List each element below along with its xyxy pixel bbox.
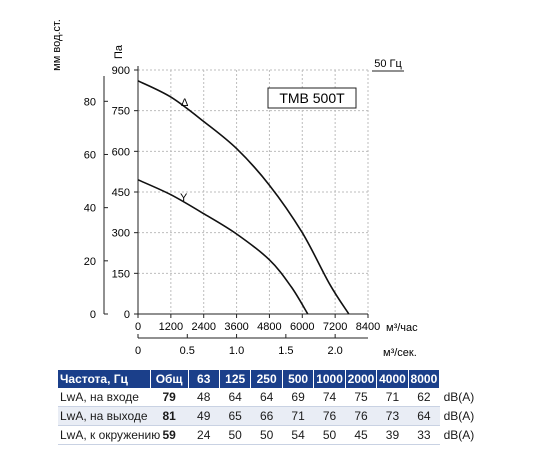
y2-tick-label: 20 [84, 256, 96, 268]
cell: 24 [188, 425, 220, 445]
y-tick-label: 150 [112, 268, 130, 280]
cell: 66 [250, 406, 283, 426]
cell: 33 [408, 425, 440, 445]
chart-axes [103, 66, 404, 339]
y-axis-pa-ticks: 0 150 300 450 600 750 900 [112, 65, 138, 321]
x-axis-m3s-label: м³/сек. [383, 347, 417, 359]
cell: 76 [313, 406, 346, 426]
y2-tick-label: 0 [90, 309, 96, 321]
y-tick-label: 600 [112, 146, 130, 158]
header-1000: 1000 [313, 370, 346, 388]
x-axis-m3s-ticks: 0 0.5 1.0 1.5 2.0 [135, 334, 343, 357]
model-label-box [267, 87, 357, 109]
header-total: Общ [150, 370, 189, 388]
cell-total: 79 [150, 388, 188, 407]
cell: 65 [219, 406, 251, 426]
cell-total: 59 [150, 425, 188, 445]
y-axis-mm-ticks: 0 20 40 60 80 [84, 96, 108, 321]
x-tick-label: 1200 [159, 321, 183, 333]
y-tick-label: 450 [112, 187, 130, 199]
cell: 50 [219, 425, 251, 445]
model-label: TMB 500T [279, 90, 345, 106]
cell: 39 [376, 425, 409, 445]
x-axis-m3h-ticks: 0 1200 2400 3600 4800 6000 7200 8400 [135, 314, 380, 333]
x-tick-label: 8400 [356, 321, 380, 333]
x-tick-label: 4800 [257, 321, 281, 333]
cell: 76 [345, 406, 377, 426]
chart-grid [138, 69, 369, 314]
header-frequency: Частота, Гц [58, 370, 151, 388]
sound-power-table: Частота, Гц Общ 63 125 250 500 1000 2000… [58, 370, 490, 445]
header-4000: 4000 [376, 370, 409, 388]
y-tick-label: 0 [124, 309, 130, 321]
performance-curve-delta [137, 80, 350, 315]
fan-performance-chart: 0 150 300 450 600 750 900 0 20 40 60 80 0 1200 2400 3… [51, 19, 418, 359]
cell: 50 [313, 425, 346, 445]
table-header-row: Частота, Гц Общ 63 125 250 500 1000 2000… [58, 370, 490, 388]
cell: 64 [250, 388, 283, 407]
unit-cell: dB(A) [439, 388, 490, 407]
y-tick-label: 300 [112, 228, 130, 240]
frequency-label: 50 Гц [374, 58, 402, 70]
header-2000: 2000 [345, 370, 378, 388]
cell: 48 [188, 388, 220, 407]
x2-tick-label: 0 [135, 345, 141, 357]
header-250: 250 [250, 370, 283, 388]
header-8000: 8000 [408, 370, 441, 388]
cell: 45 [345, 425, 377, 445]
cell: 64 [219, 388, 251, 407]
y2-tick-label: 60 [84, 149, 96, 161]
header-125: 125 [219, 370, 252, 388]
y2-tick-label: 40 [84, 203, 96, 215]
cell: 62 [408, 388, 440, 407]
cell: 49 [188, 406, 220, 426]
table-row: LwA, на выходе 81 49 65 66 71 76 76 73 6… [58, 406, 490, 426]
y-tick-label: 750 [112, 106, 130, 118]
y2-tick-label: 80 [84, 96, 96, 108]
cell: 71 [376, 388, 409, 407]
y-tick-label: 900 [112, 65, 130, 77]
table-row: LwA, на входе 79 48 64 64 69 74 75 71 62… [58, 388, 490, 407]
cell: 69 [282, 388, 314, 407]
x2-tick-label: 1.5 [278, 345, 293, 357]
header-500: 500 [282, 370, 315, 388]
x-tick-label: 2400 [191, 321, 215, 333]
performance-curve-y [137, 179, 309, 315]
x-tick-label: 0 [135, 321, 141, 333]
cell: 50 [250, 425, 283, 445]
series-label-y: Y [180, 192, 188, 204]
unit-cell: dB(A) [439, 406, 490, 426]
x-axis-m3h-label: м³/час [386, 322, 418, 334]
x-tick-label: 7200 [323, 321, 347, 333]
header-unit-spacer [439, 370, 490, 388]
cell: 71 [282, 406, 314, 426]
cell: 54 [282, 425, 314, 445]
unit-cell: dB(A) [439, 425, 490, 445]
performance-curves [137, 80, 350, 315]
x2-tick-label: 1.0 [229, 345, 244, 357]
cell: 75 [345, 388, 377, 407]
cell: 64 [408, 406, 440, 426]
x2-tick-label: 2.0 [327, 345, 342, 357]
x-tick-label: 3600 [224, 321, 248, 333]
cell: 73 [376, 406, 409, 426]
table-row: LwA, к окружению 59 24 50 50 54 50 45 39… [58, 425, 490, 445]
y-axis-mm-label: мм вод.ст. [51, 19, 63, 71]
cell: 74 [313, 388, 346, 407]
y-axis-pa-label: Па [113, 44, 125, 59]
x2-tick-label: 0.5 [180, 345, 195, 357]
x-tick-label: 6000 [290, 321, 314, 333]
row-label: LwA, на входе [58, 388, 151, 407]
header-63: 63 [188, 370, 220, 388]
cell-total: 81 [150, 406, 188, 426]
row-label: LwA, к окружению [58, 425, 160, 445]
row-label: LwA, на выходе [58, 406, 151, 426]
series-label-delta: Δ [181, 97, 189, 109]
